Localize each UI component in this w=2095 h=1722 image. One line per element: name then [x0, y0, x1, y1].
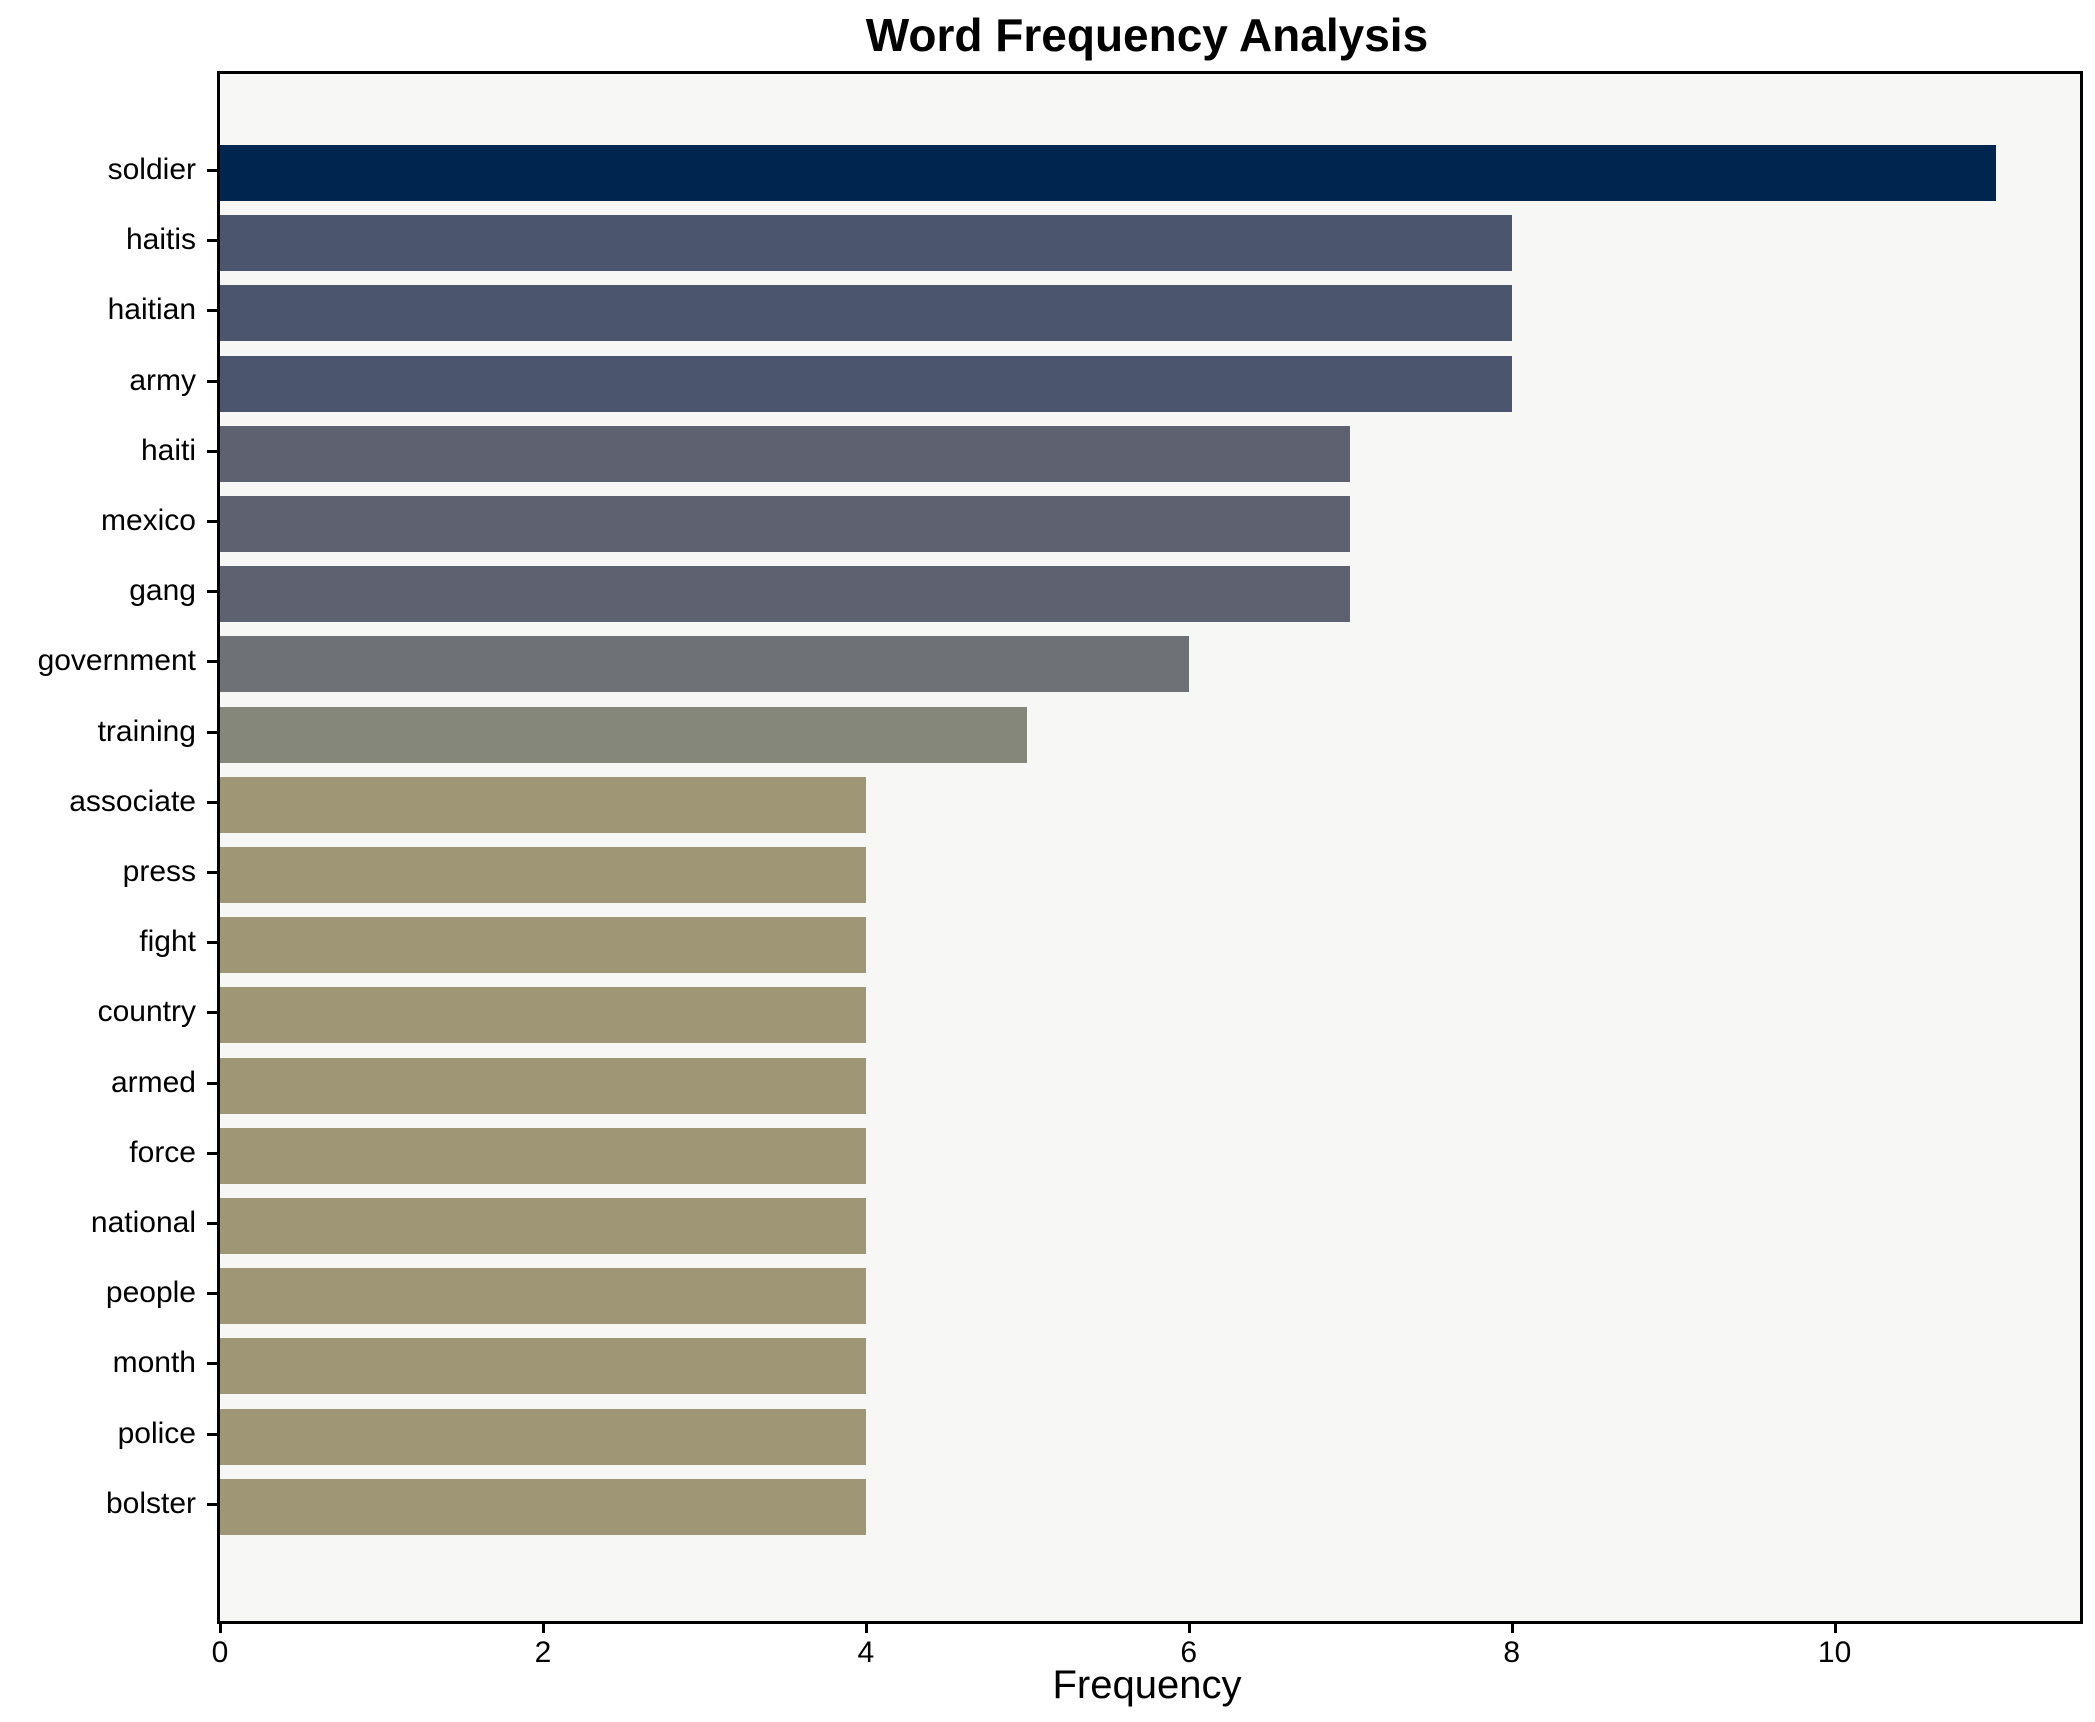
y-tick-label-training: training	[97, 714, 196, 748]
y-tick-mark	[207, 309, 217, 313]
x-tick-mark	[1510, 1621, 1514, 1633]
bar-haitian	[220, 285, 1512, 342]
y-tick-label-haiti: haiti	[140, 433, 196, 467]
y-tick-label-people: people	[105, 1276, 196, 1310]
bar-press	[220, 847, 866, 903]
bar-government	[220, 636, 1189, 693]
x-tick-mark	[541, 1621, 545, 1633]
y-tick-mark	[207, 239, 217, 243]
bar-month	[220, 1338, 866, 1395]
y-tick-mark	[207, 660, 217, 664]
y-tick-label-haitian: haitian	[107, 293, 196, 327]
y-tick-mark	[207, 379, 217, 383]
bar-armed	[220, 1057, 866, 1114]
y-tick-label-associate: associate	[69, 784, 196, 818]
y-tick-label-armed: armed	[110, 1065, 196, 1099]
bar-mexico	[220, 496, 1351, 552]
x-tick-mark	[219, 1621, 222, 1633]
chart-title: Word Frequency Analysis	[865, 9, 1429, 61]
y-tick-label-haitis: haitis	[125, 223, 196, 257]
y-tick-label-government: government	[37, 644, 196, 678]
x-tick-label-0: 0	[211, 1636, 229, 1669]
y-tick-mark	[207, 1151, 217, 1155]
y-tick-mark	[207, 730, 217, 734]
y-tick-mark	[207, 1292, 217, 1296]
y-tick-label-press: press	[122, 855, 196, 888]
y-tick-mark	[207, 590, 217, 594]
y-tick-mark	[207, 520, 217, 523]
plot-area	[217, 71, 2083, 1624]
bar-haiti	[220, 425, 1351, 482]
bar-training	[220, 706, 1028, 763]
x-tick-label-4: 4	[857, 1636, 875, 1669]
y-tick-label-bolster: bolster	[105, 1486, 196, 1520]
y-tick-label-force: force	[129, 1135, 196, 1169]
bar-bolster	[220, 1478, 866, 1535]
y-tick-mark	[207, 941, 217, 945]
y-tick-label-soldier: soldier	[107, 153, 196, 186]
bar-haitis	[220, 215, 1512, 272]
y-tick-label-month: month	[112, 1346, 196, 1380]
x-tick-label-6: 6	[1180, 1636, 1198, 1669]
y-tick-label-mexico: mexico	[100, 504, 196, 537]
y-tick-label-country: country	[97, 995, 196, 1029]
x-axis-title: Frequency	[1052, 1663, 1242, 1707]
y-tick-mark	[207, 1502, 217, 1506]
x-tick-mark	[864, 1621, 868, 1633]
y-tick-label-army: army	[129, 363, 196, 397]
bar-national	[220, 1198, 866, 1254]
bar-fight	[220, 917, 866, 974]
y-tick-mark	[207, 1081, 217, 1085]
y-tick-label-gang: gang	[129, 574, 196, 608]
y-tick-mark	[207, 1432, 217, 1436]
bar-police	[220, 1408, 866, 1465]
y-tick-mark	[207, 169, 217, 172]
x-tick-label-2: 2	[534, 1636, 552, 1669]
bar-soldier	[220, 145, 1997, 201]
bar-army	[220, 355, 1512, 412]
y-tick-mark	[207, 1011, 217, 1015]
y-tick-mark	[207, 1362, 217, 1366]
y-tick-mark	[207, 800, 217, 804]
bar-associate	[220, 776, 866, 833]
bar-people	[220, 1268, 866, 1325]
x-tick-label-10: 10	[1817, 1636, 1852, 1669]
y-tick-mark	[207, 449, 217, 453]
y-tick-label-national: national	[90, 1206, 196, 1239]
x-tick-mark	[1833, 1621, 1837, 1633]
y-tick-label-police: police	[117, 1416, 196, 1450]
y-tick-mark	[207, 871, 217, 874]
bar-force	[220, 1127, 866, 1184]
bar-country	[220, 987, 866, 1044]
y-tick-label-fight: fight	[139, 925, 196, 959]
x-tick-mark	[1187, 1621, 1191, 1633]
y-tick-mark	[207, 1222, 217, 1225]
bar-gang	[220, 566, 1351, 623]
x-tick-label-8: 8	[1503, 1636, 1520, 1669]
